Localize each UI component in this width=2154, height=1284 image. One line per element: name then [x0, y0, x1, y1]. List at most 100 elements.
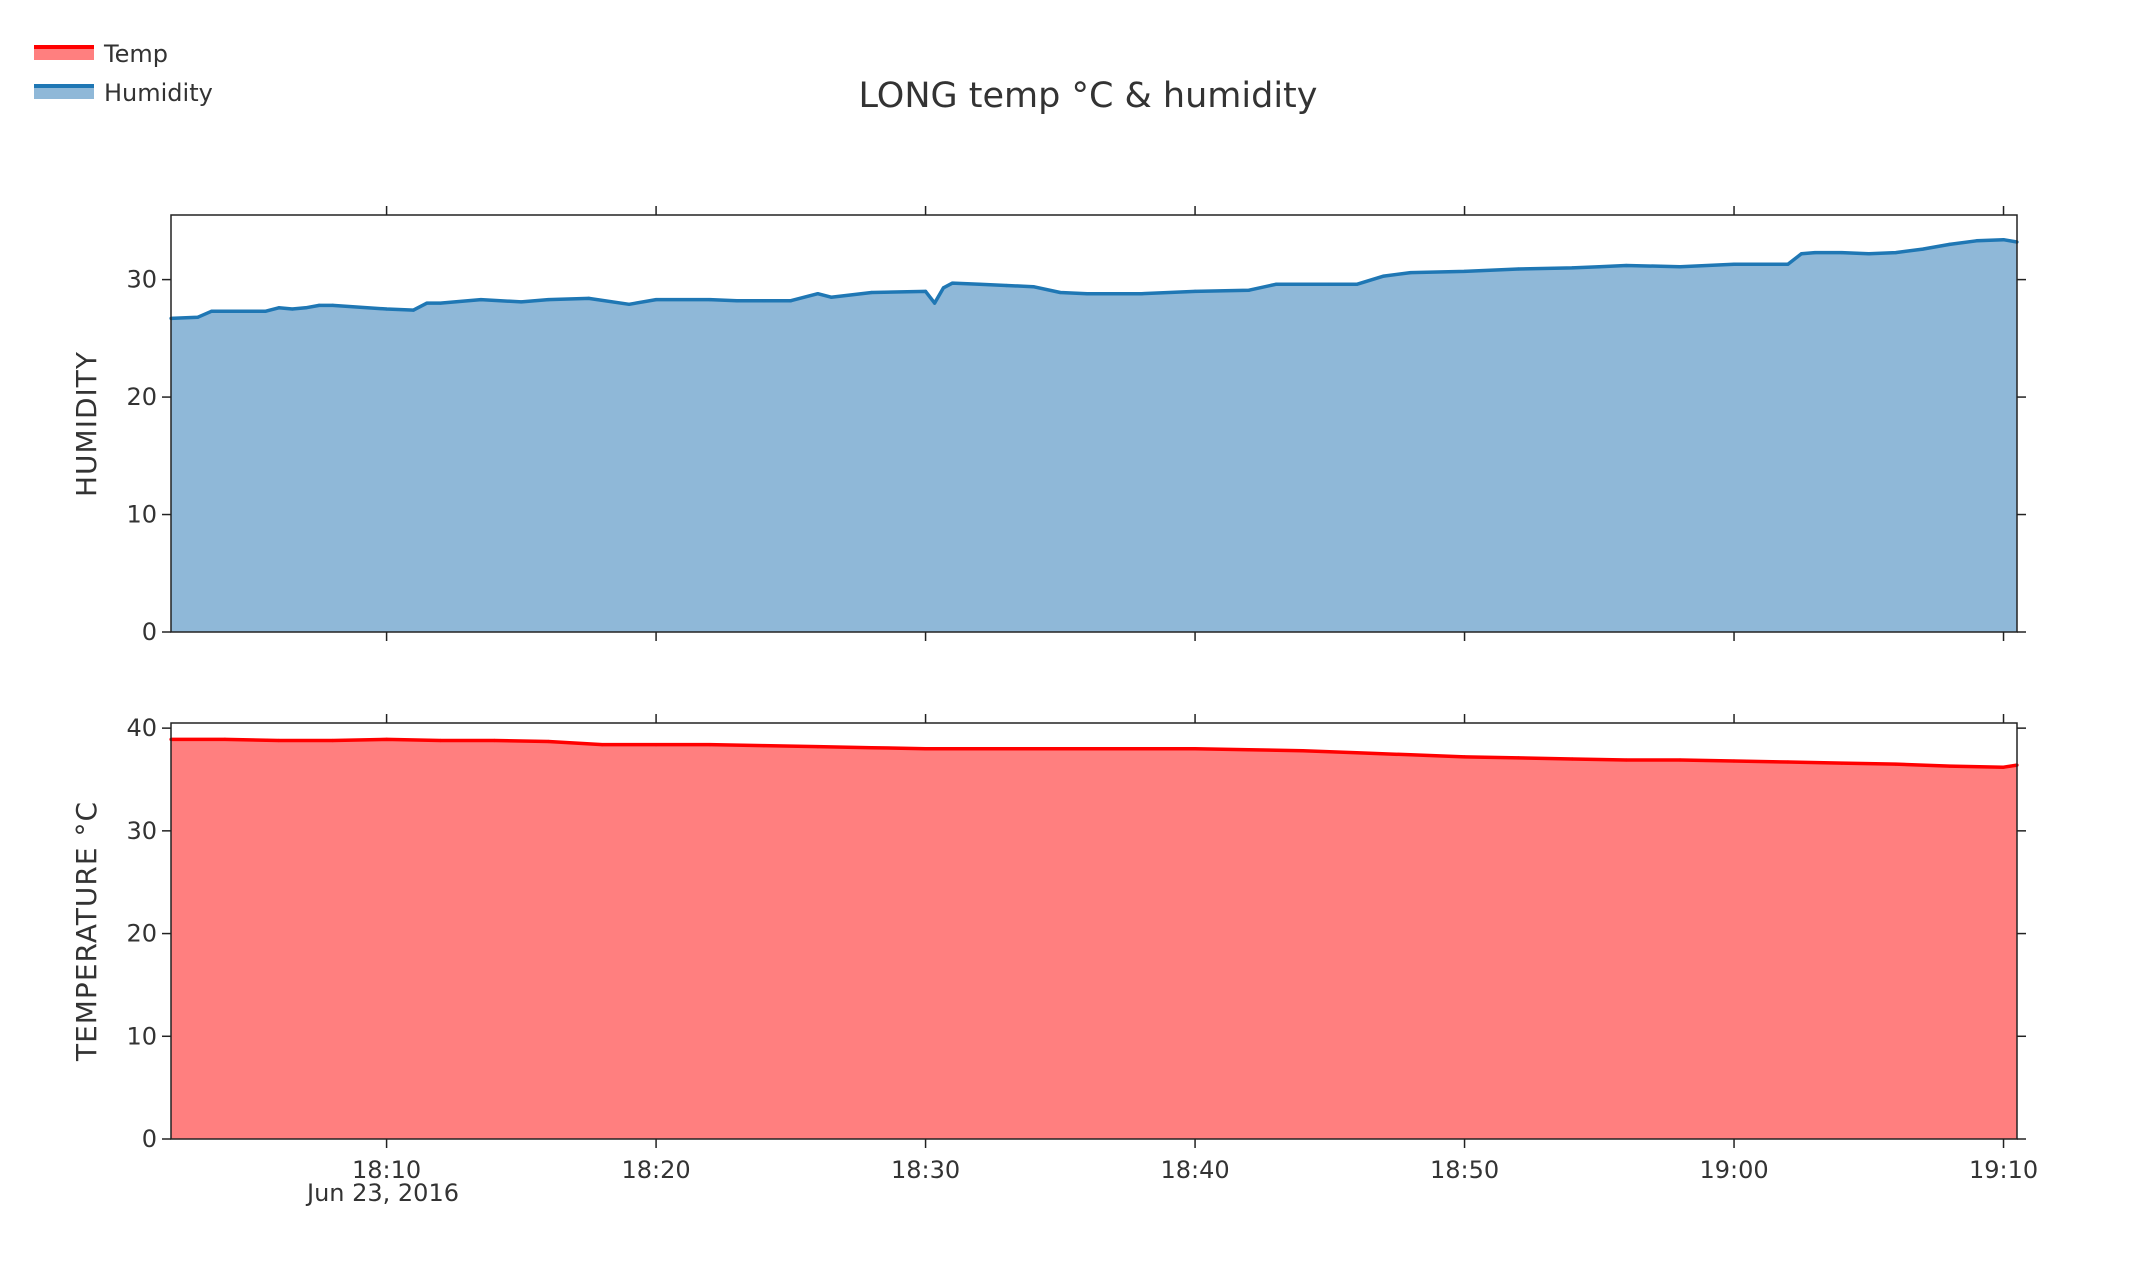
temperature-data-point [1301, 749, 1305, 753]
temperature-area-fill [171, 739, 2017, 1139]
x-tick-label: 19:10 [1969, 1156, 2038, 1184]
humidity-data-point [438, 301, 443, 305]
humidity-data-point [1867, 252, 1871, 256]
humidity-area-fill [171, 239, 2017, 632]
humidity-data-point [1678, 265, 1682, 269]
temperature-panel-frame [170, 722, 2018, 1140]
x-tick-label: 19:00 [1699, 1156, 1768, 1184]
humidity-data-point [1382, 274, 1386, 278]
x-tick-label: 18:30 [891, 1156, 960, 1184]
humidity-data-point [1355, 282, 1359, 286]
humidity-data-point [1328, 282, 1332, 286]
humidity-data-point [627, 302, 631, 306]
humidity-data-point [1975, 239, 1979, 243]
humidity-data-point [941, 286, 946, 290]
temperature-data-point [223, 737, 227, 742]
temperature-data-point [708, 743, 712, 747]
temperature-x-axis: 18:10 18:20 18:30 18:40 18:50 19:00 19:10 [352, 714, 2038, 1184]
temperature-data-point [1139, 747, 1143, 751]
temperature-data-point [1193, 747, 1197, 751]
humidity-data-point [654, 298, 658, 302]
temperature-y-tick-label: 40 [126, 714, 157, 742]
humidity-data-point [1732, 262, 1736, 266]
humidity-data-point [479, 298, 483, 302]
humidity-data-point [519, 300, 523, 304]
humidity-x-ticks [385, 206, 2005, 641]
humidity-data-point [1085, 292, 1089, 296]
temperature-data-point [1516, 756, 1520, 760]
temperature-data-point [654, 743, 658, 747]
temperature-data-point [1570, 757, 1574, 761]
temperature-data-point [492, 738, 496, 743]
humidity-data-point [411, 308, 416, 312]
humidity-data-point [1894, 251, 1898, 255]
temperature-data-point [438, 738, 443, 743]
temperature-data-point [1462, 755, 1467, 759]
humidity-data-point [196, 315, 200, 319]
temperature-data-point [385, 737, 389, 742]
humidity-data-point [1786, 262, 1790, 266]
temperature-data-point [816, 745, 820, 749]
humidity-data-point [1516, 267, 1520, 271]
temperature-data-point [1624, 758, 1628, 762]
temperature-data-point [1247, 748, 1251, 752]
temperature-series-line [171, 737, 2018, 769]
humidity-data-point [425, 301, 429, 305]
humidity-data-point [1274, 282, 1278, 286]
humidity-panel-frame [170, 214, 2018, 633]
x-tick-label: 18:20 [621, 1156, 690, 1184]
temperature-data-point [1948, 764, 1952, 768]
temperature-data-point [1031, 747, 1035, 751]
temperature-data-point [1355, 751, 1359, 755]
chart-title: LONG temp °C & humidity [859, 76, 1318, 116]
temperature-y-tick-label: 0 [142, 1125, 157, 1153]
humidity-data-point [933, 301, 937, 305]
temperature-data-point [762, 744, 766, 748]
humidity-data-point [1597, 265, 1601, 269]
humidity-data-point [304, 306, 308, 310]
temperature-data-point [1409, 753, 1413, 757]
humidity-data-point [587, 296, 591, 300]
humidity-data-point [1139, 292, 1143, 296]
humidity-data-point [924, 289, 928, 293]
temperature-y-axis: 0 10 20 30 40 [126, 714, 2026, 1153]
temperature-data-point [331, 738, 335, 743]
humidity-data-point [829, 295, 833, 299]
humidity-y-axis: 0 10 20 30 [126, 266, 2026, 646]
legend-label-temp: Temp [103, 40, 168, 68]
humidity-data-point [209, 309, 213, 313]
humidity-data-point [1004, 283, 1009, 288]
temperature-y-tick-label: 20 [126, 920, 157, 948]
temperature-y-axis-title: TEMPERATURE °C [70, 801, 103, 1062]
humidity-plot-area [169, 237, 2019, 632]
legend-item-temp[interactable]: Temp [34, 40, 168, 68]
humidity-data-point [331, 303, 335, 307]
humidity-y-axis-title: HUMIDITY [70, 351, 103, 497]
humidity-data-point [1570, 266, 1574, 270]
temperature-data-point [1786, 760, 1790, 764]
humidity-data-point [1799, 252, 1803, 256]
x-tick-label: 18:40 [1160, 1156, 1229, 1184]
humidity-data-point [263, 309, 267, 313]
humidity-data-point [385, 307, 389, 311]
legend-item-humidity[interactable]: Humidity [34, 79, 213, 107]
humidity-y-tick-label: 30 [126, 266, 157, 294]
humidity-data-point [1409, 271, 1413, 275]
humidity-data-point [1624, 263, 1628, 268]
humidity-data-point [1840, 251, 1844, 255]
humidity-data-point [816, 292, 820, 296]
temperature-data-point [1678, 758, 1682, 762]
temperature-y-tick-label: 10 [126, 1022, 157, 1050]
humidity-data-point [317, 303, 321, 307]
x-tick-label: 18:10 [352, 1156, 421, 1184]
humidity-data-point [546, 298, 550, 302]
temperature-data-point [277, 738, 281, 743]
humidity-data-point [1921, 247, 1925, 251]
humidity-data-point [290, 307, 294, 311]
humidity-data-point [735, 299, 739, 303]
temperature-data-point [1732, 759, 1736, 763]
temperature-data-point [1085, 747, 1089, 751]
humidity-y-tick-label: 10 [126, 501, 157, 529]
legend[interactable]: Temp Humidity [34, 40, 213, 107]
humidity-data-point [708, 298, 712, 302]
